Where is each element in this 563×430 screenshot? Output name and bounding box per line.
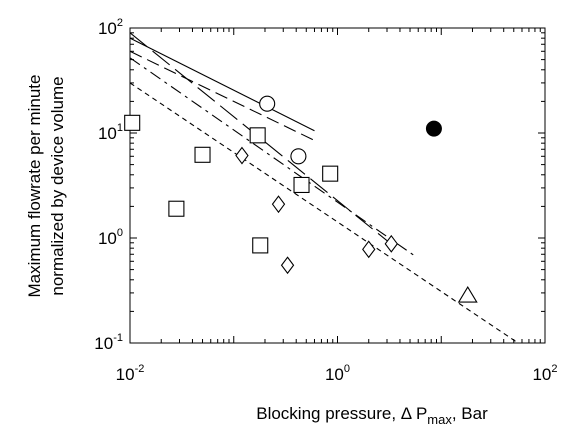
tick-base: 10 bbox=[98, 19, 117, 38]
fit-line-short-dash bbox=[130, 82, 519, 343]
y-axis-label-line2: normalized by device volume bbox=[48, 76, 67, 295]
x-axis-label-main: Blocking pressure, Δ P bbox=[256, 404, 427, 423]
tick-exponent: 2 bbox=[117, 17, 123, 29]
y-tick-label: 100 bbox=[98, 227, 123, 248]
square-marker bbox=[249, 127, 266, 144]
diamond-marker bbox=[280, 256, 295, 275]
data-markers bbox=[124, 95, 478, 303]
axis-labels: Blocking pressure, Δ Pmax, Bar Maximum f… bbox=[25, 75, 488, 427]
diamond-marker bbox=[384, 234, 398, 253]
tick-exponent: 0 bbox=[344, 363, 350, 375]
x-axis-label-sub: max bbox=[427, 412, 452, 427]
tick-base: 10 bbox=[98, 229, 117, 248]
tick-base: 10 bbox=[94, 334, 113, 353]
plot-area bbox=[129, 27, 546, 344]
x-tick-label: 10-2 bbox=[116, 363, 145, 384]
tick-exponent: 1 bbox=[117, 122, 123, 134]
plot-frame bbox=[129, 27, 546, 344]
y-tick-label: 102 bbox=[98, 17, 123, 38]
square-marker bbox=[252, 237, 269, 254]
tick-exponent: -2 bbox=[135, 363, 145, 375]
square-marker bbox=[194, 146, 211, 163]
fit-line-dash-dot bbox=[130, 57, 415, 257]
fit-lines bbox=[130, 32, 519, 343]
x-tick-label: 102 bbox=[532, 363, 557, 384]
tick-base: 10 bbox=[116, 365, 135, 384]
tick-base: 10 bbox=[532, 365, 551, 384]
diamond-marker bbox=[235, 146, 249, 165]
circle-marker bbox=[290, 148, 307, 165]
diamond-marker bbox=[362, 240, 376, 259]
x-tick-label: 100 bbox=[325, 363, 350, 384]
square-marker bbox=[124, 114, 141, 131]
tick-base: 10 bbox=[98, 124, 117, 143]
y-axis-label-line1: Maximum flowrate per minute bbox=[25, 75, 44, 298]
x-axis-label: Blocking pressure, Δ Pmax, Bar bbox=[256, 404, 488, 427]
fit-line-solid bbox=[130, 37, 315, 132]
tick-exponent: 0 bbox=[117, 227, 123, 239]
square-marker bbox=[293, 176, 310, 194]
diamond-marker bbox=[271, 195, 286, 214]
circle-marker bbox=[259, 95, 276, 112]
filled-circle-marker bbox=[425, 120, 442, 137]
tick-base: 10 bbox=[325, 365, 344, 384]
triangle-marker bbox=[457, 285, 478, 303]
axis-ticks bbox=[129, 28, 545, 344]
square-marker bbox=[168, 200, 185, 217]
square-marker bbox=[322, 165, 339, 182]
tick-exponent: -1 bbox=[113, 332, 123, 344]
y-tick-label: 10-1 bbox=[94, 332, 123, 353]
tick-exponent: 2 bbox=[551, 363, 557, 375]
fit-line-mid-dash bbox=[130, 50, 315, 141]
x-axis-label-tail: , Bar bbox=[452, 404, 488, 423]
y-tick-label: 101 bbox=[98, 122, 123, 143]
